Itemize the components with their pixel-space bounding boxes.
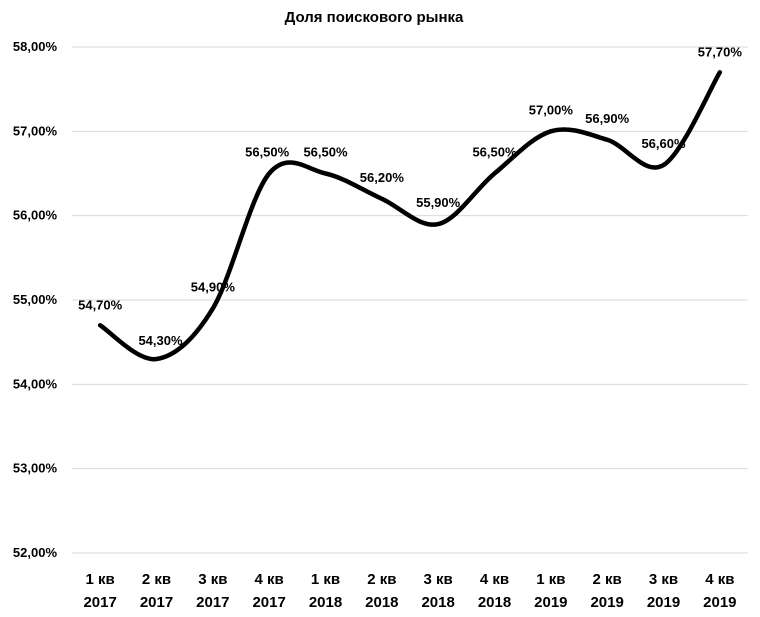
x-tick-label: 3 кв — [424, 571, 453, 588]
data-point — [493, 172, 497, 176]
data-label: 56,50% — [472, 145, 517, 160]
y-tick-label: 52,00% — [13, 545, 58, 560]
x-tick-label: 4 кв — [480, 571, 509, 588]
data-label: 56,90% — [585, 111, 630, 126]
data-label: 54,30% — [138, 333, 183, 348]
data-point — [380, 197, 384, 201]
x-tick-label: 2017 — [252, 594, 285, 611]
data-label: 57,70% — [698, 44, 743, 59]
x-tick-label: 1 кв — [86, 571, 115, 588]
chart-title: Доля поискового рынка — [284, 9, 464, 26]
x-tick-label: 2017 — [83, 594, 116, 611]
x-tick-label: 2 кв — [367, 571, 396, 588]
data-point — [211, 306, 215, 310]
x-tick-label: 2018 — [309, 594, 342, 611]
data-point — [324, 172, 328, 176]
x-tick-label: 2018 — [478, 594, 511, 611]
data-point — [436, 222, 440, 226]
y-tick-label: 58,00% — [13, 39, 58, 54]
x-tick-label: 2019 — [590, 594, 623, 611]
data-label: 56,60% — [641, 136, 686, 151]
x-tick-label: 2019 — [703, 594, 736, 611]
data-point — [549, 129, 553, 133]
data-label: 54,70% — [78, 297, 123, 312]
data-label: 56,50% — [245, 145, 290, 160]
x-tick-label: 2018 — [365, 594, 398, 611]
data-point — [98, 323, 102, 327]
x-tick-label: 2 кв — [593, 571, 622, 588]
data-label: 55,90% — [416, 195, 461, 210]
data-point — [605, 138, 609, 142]
data-point — [662, 163, 666, 167]
y-tick-label: 57,00% — [13, 123, 58, 138]
x-tick-label: 2019 — [647, 594, 680, 611]
x-tick-label: 1 кв — [311, 571, 340, 588]
x-tick-label: 4 кв — [705, 571, 734, 588]
x-tick-label: 3 кв — [198, 571, 227, 588]
x-tick-label: 2018 — [421, 594, 454, 611]
x-tick-label: 4 кв — [255, 571, 284, 588]
x-tick-label: 2019 — [534, 594, 567, 611]
x-tick-label: 2 кв — [142, 571, 171, 588]
x-tick-label: 1 кв — [536, 571, 565, 588]
data-point — [267, 172, 271, 176]
data-point — [718, 70, 722, 74]
x-tick-label: 3 кв — [649, 571, 678, 588]
series-line — [97, 70, 723, 362]
data-label: 57,00% — [529, 102, 574, 117]
y-tick-label: 56,00% — [13, 208, 58, 223]
data-point — [155, 357, 159, 361]
data-label: 56,20% — [360, 170, 405, 185]
y-tick-label: 53,00% — [13, 461, 58, 476]
data-label: 54,90% — [191, 279, 236, 294]
y-tick-label: 55,00% — [13, 292, 58, 307]
data-label: 56,50% — [303, 145, 348, 160]
x-tick-label: 2017 — [196, 594, 229, 611]
y-tick-label: 54,00% — [13, 376, 58, 391]
x-tick-label: 2017 — [140, 594, 173, 611]
